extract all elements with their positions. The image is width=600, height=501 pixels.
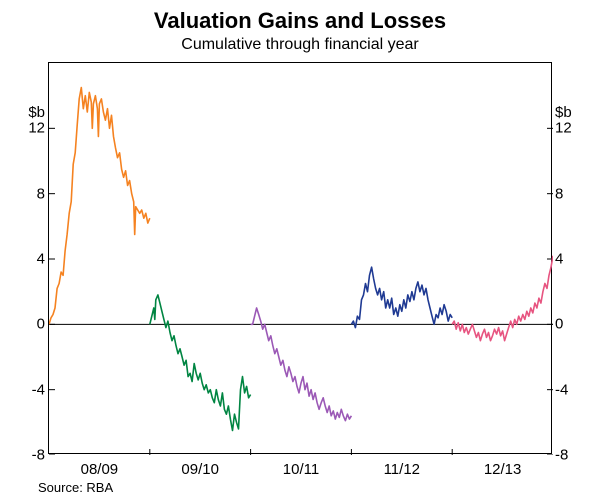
chart-title: Valuation Gains and Losses xyxy=(0,0,600,34)
series-12/13 xyxy=(452,256,553,341)
y-tick-right: 8 xyxy=(551,185,563,202)
y-tick-left: 8 xyxy=(37,185,49,202)
chart-subtitle: Cumulative through financial year xyxy=(0,34,600,54)
x-axis-label: 09/10 xyxy=(181,461,219,478)
y-tick-left: -4 xyxy=(32,381,49,398)
x-axis-label: 11/12 xyxy=(384,461,420,478)
y-tick-right: -8 xyxy=(551,447,568,464)
y-tick-left: 4 xyxy=(37,251,49,268)
y-tick-right: 4 xyxy=(551,251,563,268)
chart-container: Valuation Gains and Losses Cumulative th… xyxy=(0,0,600,501)
y-tick-right: 0 xyxy=(551,316,563,333)
series-11/12 xyxy=(351,267,452,327)
y-tick-right: -4 xyxy=(551,381,568,398)
y-tick-left: 12 xyxy=(28,120,49,137)
y-unit-right: $b xyxy=(551,104,572,121)
series-08/09 xyxy=(49,88,150,325)
y-unit-left: $b xyxy=(28,104,49,121)
series-09/10 xyxy=(150,295,251,431)
plot-area: $b $b -8-8-4-4004488121208/0909/1010/111… xyxy=(48,62,552,454)
y-tick-right: 12 xyxy=(551,120,572,137)
y-tick-left: 0 xyxy=(37,316,49,333)
y-tick-left: -8 xyxy=(32,447,49,464)
x-axis-label: 08/09 xyxy=(81,461,119,478)
plot-svg xyxy=(49,63,553,455)
x-axis-label: 12/13 xyxy=(484,461,522,478)
chart-source: Source: RBA xyxy=(38,480,113,495)
x-axis-label: 10/11 xyxy=(283,461,319,478)
series-10/11 xyxy=(251,308,352,421)
